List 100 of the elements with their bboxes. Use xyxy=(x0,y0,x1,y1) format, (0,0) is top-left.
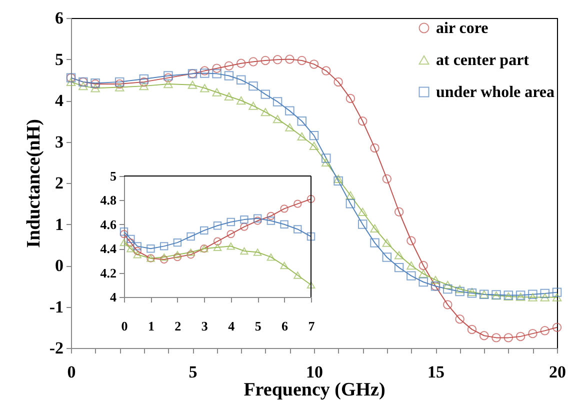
point xyxy=(528,293,538,302)
point xyxy=(260,90,270,99)
point xyxy=(406,236,416,246)
point xyxy=(297,132,306,140)
point xyxy=(306,281,316,289)
point xyxy=(358,116,368,126)
point xyxy=(266,212,276,220)
point xyxy=(213,237,222,246)
point xyxy=(212,64,222,73)
point xyxy=(186,248,195,256)
x-tick-label: 6 xyxy=(282,318,289,334)
point xyxy=(272,55,282,64)
x-tick-label: 10 xyxy=(306,362,323,382)
point xyxy=(382,174,392,184)
point xyxy=(213,222,222,230)
point xyxy=(294,200,302,208)
point xyxy=(200,226,208,235)
point xyxy=(248,81,258,91)
point xyxy=(236,75,246,84)
point xyxy=(173,252,182,262)
point xyxy=(253,216,262,225)
point xyxy=(346,199,356,208)
y-tick-label: 1 xyxy=(55,214,64,234)
y-tick-label: 4 xyxy=(110,290,117,304)
point xyxy=(253,214,262,222)
point xyxy=(224,71,234,80)
point xyxy=(272,114,282,124)
x-tick-label: 0 xyxy=(121,318,128,334)
point xyxy=(394,251,404,260)
point xyxy=(212,88,222,96)
point xyxy=(309,130,319,140)
point xyxy=(394,262,404,272)
y-axis-title: Inductance(nH) xyxy=(23,119,44,248)
point xyxy=(133,251,142,258)
point xyxy=(297,116,306,126)
x-tick-label: 5 xyxy=(254,318,262,334)
point xyxy=(164,80,173,88)
y-tick-label: 4.4 xyxy=(100,241,117,256)
point xyxy=(346,94,356,104)
point xyxy=(540,326,550,336)
point xyxy=(443,284,452,294)
point xyxy=(139,82,149,90)
point xyxy=(382,252,392,262)
point xyxy=(479,331,489,340)
point xyxy=(160,242,168,250)
point xyxy=(226,230,235,238)
y-tick-label: 4 xyxy=(55,91,64,110)
point xyxy=(370,143,380,153)
point xyxy=(334,77,343,87)
x-tick-label: 3 xyxy=(201,318,208,334)
y-tick-label: 3 xyxy=(55,132,64,152)
point xyxy=(139,77,149,87)
point xyxy=(467,324,477,334)
point xyxy=(297,56,306,66)
point xyxy=(213,244,222,252)
point xyxy=(266,216,276,225)
point xyxy=(516,332,526,342)
point xyxy=(528,328,538,338)
point xyxy=(406,271,416,280)
point xyxy=(309,60,319,69)
point xyxy=(492,333,501,342)
point xyxy=(78,82,88,90)
point xyxy=(358,220,368,229)
point xyxy=(294,272,302,279)
y-tick-label: -1 xyxy=(49,297,64,316)
x-tick-label: 4 xyxy=(228,318,236,334)
point xyxy=(394,207,404,216)
y-tick-label: 4.2 xyxy=(100,265,116,280)
point xyxy=(126,244,135,252)
x-tick-label: 5 xyxy=(188,362,198,382)
point xyxy=(188,80,198,89)
point xyxy=(285,106,294,116)
point xyxy=(146,244,155,253)
y-tick-label: 6 xyxy=(55,8,64,28)
y-tick-label: 5 xyxy=(55,50,64,69)
point xyxy=(418,260,428,270)
point xyxy=(443,280,452,289)
point xyxy=(358,208,368,216)
x-tick-label: 0 xyxy=(67,362,76,382)
point xyxy=(186,232,195,241)
legend-label: at center part xyxy=(436,52,530,69)
point xyxy=(285,123,294,132)
point xyxy=(504,333,514,342)
point xyxy=(133,246,142,256)
point xyxy=(173,238,182,247)
point xyxy=(540,288,550,298)
point xyxy=(200,68,210,78)
point xyxy=(248,57,258,66)
y-tick-label: 2 xyxy=(55,174,64,192)
x-tick-label: 7 xyxy=(308,318,316,334)
point xyxy=(200,66,210,76)
point xyxy=(430,276,440,284)
point xyxy=(133,242,142,250)
point xyxy=(455,284,464,294)
point xyxy=(126,234,135,244)
point xyxy=(406,261,416,270)
point xyxy=(280,262,288,270)
point xyxy=(240,222,248,231)
point xyxy=(260,108,270,116)
point xyxy=(309,142,319,150)
